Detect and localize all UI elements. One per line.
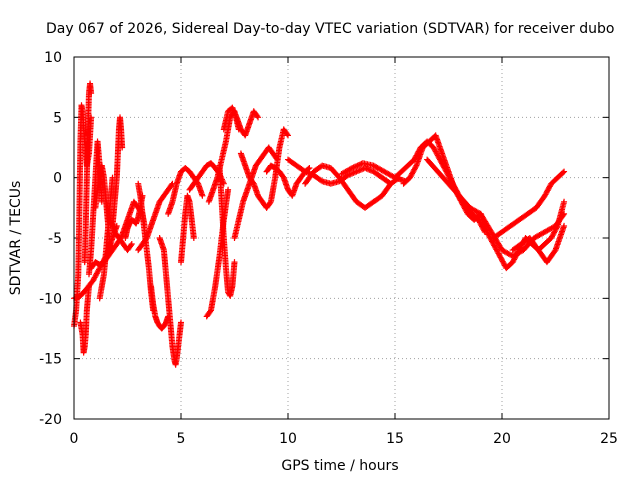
data-point — [412, 163, 419, 170]
data-point — [285, 132, 291, 139]
data-point — [88, 90, 95, 97]
data-point — [231, 108, 238, 115]
data-point — [350, 164, 357, 171]
data-point — [225, 186, 232, 193]
data-point — [220, 180, 227, 187]
data-point — [551, 248, 558, 255]
plot-frame — [73, 56, 610, 420]
data-point — [190, 235, 197, 241]
data-point — [561, 168, 568, 175]
y-tick-label: -10 — [39, 291, 62, 307]
data-point — [347, 165, 354, 172]
data-point — [357, 161, 364, 168]
data-point — [553, 224, 560, 231]
data-point — [559, 169, 566, 176]
data-point — [128, 241, 135, 248]
data-point — [318, 177, 325, 184]
x-tick-label: 25 — [600, 431, 618, 447]
data-point — [561, 222, 568, 229]
data-point — [233, 112, 240, 119]
data-series — [71, 80, 568, 368]
y-tick-label: -5 — [48, 231, 62, 247]
data-point — [229, 106, 236, 113]
data-point — [232, 111, 239, 118]
data-point — [353, 163, 360, 170]
x-tick-label: 5 — [177, 431, 186, 447]
y-tick-label: 5 — [53, 110, 62, 126]
data-point — [178, 319, 184, 326]
series-sdtvar — [71, 80, 568, 368]
y-axis-label: SDTVAR / TECUs — [8, 181, 24, 296]
y-tick-label: -15 — [39, 352, 62, 368]
data-point — [199, 192, 206, 199]
data-point — [254, 113, 261, 120]
data-point — [284, 131, 291, 138]
y-tick-label: 10 — [44, 50, 62, 66]
x-axis-label: GPS time / hours — [281, 458, 398, 474]
data-point — [354, 162, 361, 169]
data-point — [231, 259, 238, 266]
x-tick-label: 20 — [493, 431, 511, 447]
data-point — [355, 161, 362, 168]
y-tick-label: -20 — [39, 412, 62, 428]
x-tick-label: 0 — [70, 431, 79, 447]
chart-title: Day 067 of 2026, Sidereal Day-to-day VTE… — [46, 21, 614, 37]
data-point — [351, 163, 358, 170]
data-point — [230, 107, 237, 114]
data-point — [229, 104, 236, 111]
data-point — [267, 200, 274, 207]
x-tick-label: 15 — [386, 431, 404, 447]
x-tick-label: 10 — [279, 431, 297, 447]
data-point — [231, 110, 238, 117]
data-point — [561, 198, 568, 205]
data-point — [306, 165, 313, 172]
data-point — [207, 308, 214, 315]
data-point — [255, 114, 262, 121]
data-point — [119, 144, 126, 151]
y-tick-label: 0 — [53, 171, 62, 187]
data-point — [349, 165, 356, 172]
data-point — [127, 242, 134, 249]
